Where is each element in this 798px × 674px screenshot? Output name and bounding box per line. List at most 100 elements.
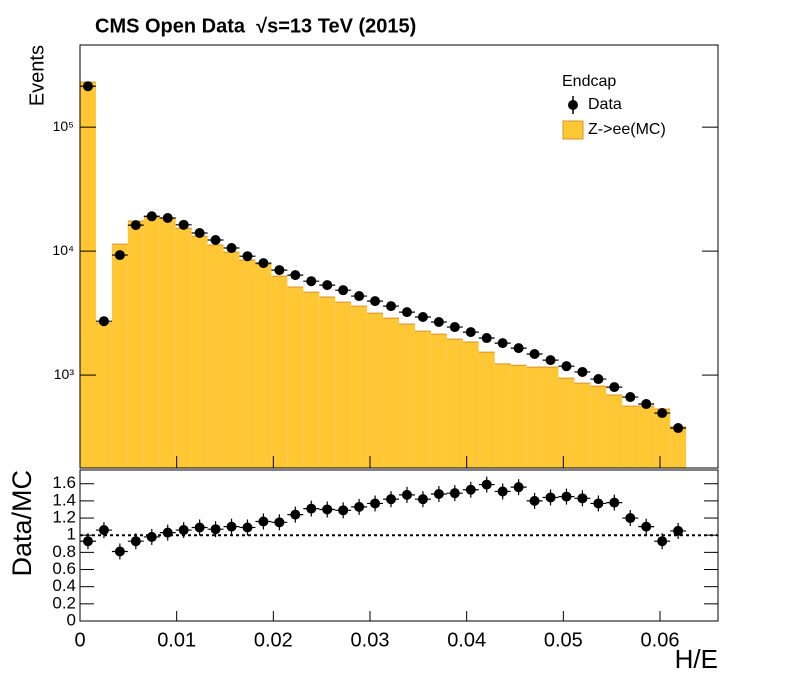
ratio-point (354, 501, 365, 512)
x-axis-label: H/E (675, 644, 718, 674)
histogram-bar (319, 297, 336, 468)
ratio-point (370, 498, 381, 509)
ratio-point (162, 527, 173, 538)
histogram-bar (223, 252, 240, 468)
ratio-point (465, 484, 476, 495)
data-point (609, 382, 620, 393)
histogram-bar (111, 244, 128, 468)
y-tick-label: 0.4 (52, 576, 76, 595)
data-point (290, 270, 301, 281)
histogram-bar (399, 324, 415, 468)
ratio-point (178, 525, 189, 536)
data-point (625, 392, 636, 403)
ratio-point (449, 488, 460, 499)
data-point (513, 343, 524, 354)
ratio-point (625, 513, 636, 524)
histogram-bar (462, 341, 479, 468)
histogram-bar (367, 313, 384, 468)
histogram-bar (558, 378, 575, 468)
histogram-bar (638, 406, 655, 468)
data-point (258, 258, 269, 269)
ratio-point (258, 516, 269, 527)
y-tick-label: 10⁴ (52, 242, 74, 258)
y-tick-label: 1 (67, 525, 76, 544)
histogram-bar (255, 264, 272, 468)
data-point (449, 322, 460, 333)
histogram-bar (303, 292, 320, 468)
histogram-bar (542, 367, 559, 468)
data-point (370, 296, 381, 307)
y-axis-label: Events (26, 45, 48, 106)
histogram-bar (95, 323, 112, 468)
histogram-bar (287, 287, 304, 468)
histogram-bar (510, 365, 527, 468)
ratio-point (609, 497, 620, 508)
ratio-point (130, 536, 141, 547)
ratio-y-axis-label: Data/MC (7, 470, 37, 577)
ratio-point (274, 517, 285, 528)
ratio-frame (79, 469, 719, 622)
data-point (673, 423, 684, 434)
histogram-bar (446, 339, 463, 468)
ratio-point (98, 525, 109, 536)
ratio-point (82, 536, 93, 547)
ratio-point (242, 522, 253, 533)
data-point (82, 81, 93, 92)
data-point (465, 327, 476, 338)
data-point (354, 291, 365, 302)
data-point (306, 276, 317, 287)
ratio-point (529, 495, 540, 506)
ratio-point (513, 482, 524, 493)
ratio-point (322, 504, 333, 515)
x-tick-label: 0.01 (157, 629, 196, 651)
y-tick-label: 0 (67, 610, 76, 629)
y-tick-label: 1.6 (52, 473, 76, 492)
ratio-point (194, 522, 205, 533)
histogram-bar (670, 427, 687, 468)
ratio-point (641, 521, 652, 532)
histogram-bar (351, 306, 368, 468)
x-tick-label: 0.06 (641, 629, 680, 651)
data-point (417, 312, 428, 323)
ratio-point (114, 546, 125, 557)
ratio-point (561, 491, 572, 502)
histogram-bar (622, 406, 639, 468)
x-tick-label: 0 (74, 629, 85, 651)
ratio-point (386, 494, 397, 505)
histogram-bar (239, 260, 256, 468)
data-point (593, 374, 604, 385)
data-point (162, 212, 173, 223)
data-point (210, 234, 221, 245)
data-point (338, 285, 349, 296)
data-point (545, 355, 556, 366)
chart-title: CMS Open Data √s=13 TeV (2015) (95, 15, 416, 37)
ratio-point (306, 503, 317, 514)
histogram-bar (335, 302, 352, 468)
ratio-point (577, 493, 588, 504)
ratio-point (657, 536, 668, 547)
x-tick-label: 0.02 (254, 629, 293, 651)
data-point (386, 301, 397, 312)
data-point (146, 211, 157, 222)
histogram-bar (574, 383, 591, 468)
histogram-bar (191, 236, 208, 468)
ratio-point (497, 486, 508, 497)
histogram-bar (494, 363, 511, 468)
data-point (178, 219, 189, 230)
histogram-bar (654, 409, 671, 468)
ratio-point (545, 492, 556, 503)
data-point (481, 333, 492, 344)
ratio-point (210, 524, 221, 535)
x-tick-label: 0.04 (447, 629, 486, 651)
histogram-bar (430, 334, 447, 468)
histogram-bar (143, 217, 160, 468)
data-point (322, 280, 333, 291)
data-point (274, 265, 285, 276)
histogram-bar (383, 318, 399, 468)
histogram-bar (127, 220, 144, 468)
x-tick-label: 0.03 (351, 629, 390, 651)
legend-marker (568, 100, 578, 110)
x-tick-label: 0.05 (544, 629, 583, 651)
histogram-bar (414, 331, 431, 468)
